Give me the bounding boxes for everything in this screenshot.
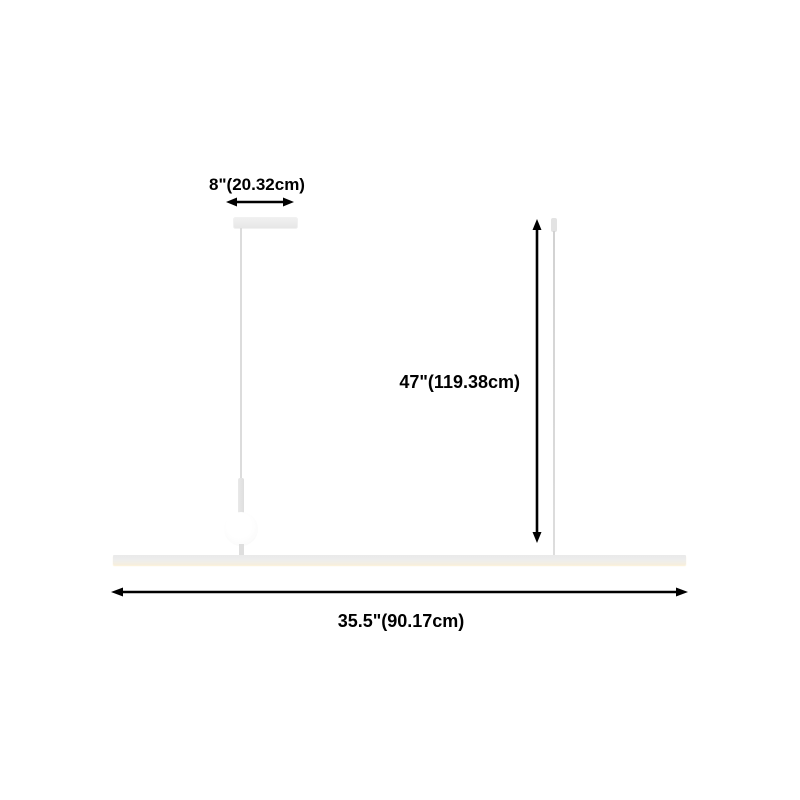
canopy-width-arrow — [226, 197, 294, 207]
linear-led-bar — [113, 555, 686, 565]
bar-length-arrow — [111, 587, 688, 597]
bar-length-label: 35.5"(90.17cm) — [337, 611, 465, 631]
left-suspension-rod — [240, 228, 242, 478]
drop-height-arrow — [532, 219, 542, 543]
drop-height-label: 47"(119.38cm) — [399, 372, 520, 392]
right-rod-connector — [551, 218, 557, 232]
canopy-width-label: 8"(20.32cm) — [209, 175, 305, 194]
left-rod-holder — [238, 478, 244, 514]
right-suspension-rod — [553, 231, 555, 555]
left-rod-stem — [239, 544, 244, 556]
glass-sphere — [224, 512, 258, 546]
ceiling-canopy — [234, 218, 297, 228]
